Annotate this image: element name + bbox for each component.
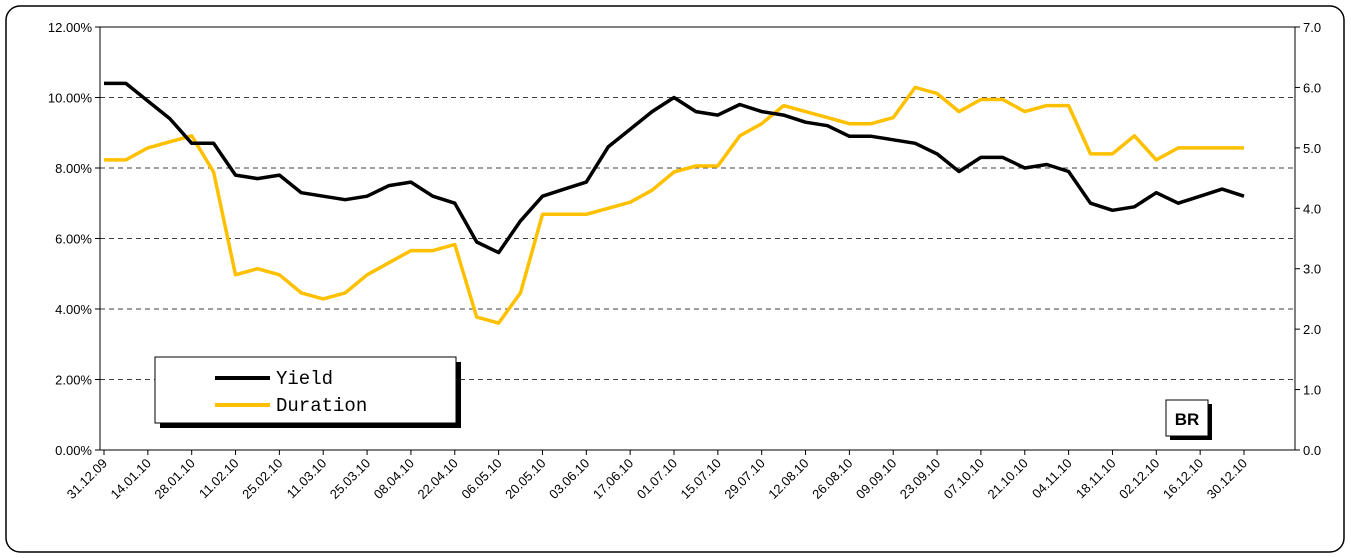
y-tick-label: 4.00% bbox=[55, 302, 92, 317]
y2-tick-label: 0.0 bbox=[1303, 443, 1321, 458]
y2-tick-label: 5.0 bbox=[1303, 141, 1321, 156]
annotation-box bbox=[1165, 399, 1209, 437]
series-line bbox=[104, 81, 1245, 255]
y-tick-label: 8.00% bbox=[55, 161, 92, 176]
y2-tick-label: 3.0 bbox=[1303, 262, 1321, 277]
y2-tick-label: 2.0 bbox=[1303, 322, 1321, 337]
y2-tick-label: 6.0 bbox=[1303, 80, 1321, 95]
y-tick-label: 12.00% bbox=[48, 20, 93, 35]
y-tick-label: 10.00% bbox=[48, 91, 93, 106]
legend bbox=[154, 356, 457, 424]
annotation: BR bbox=[1175, 410, 1200, 429]
y-tick-label: 6.00% bbox=[55, 232, 92, 247]
y2-tick-label: 7.0 bbox=[1303, 20, 1321, 35]
y2-tick-label: 4.0 bbox=[1303, 201, 1321, 216]
legend-label: Yield bbox=[276, 368, 333, 390]
legend-label: Duration bbox=[276, 395, 367, 417]
y2-tick-label: 1.0 bbox=[1303, 383, 1321, 398]
series-line bbox=[104, 85, 1244, 325]
y-tick-label: 2.00% bbox=[55, 373, 92, 388]
y-tick-label: 0.00% bbox=[55, 443, 92, 458]
